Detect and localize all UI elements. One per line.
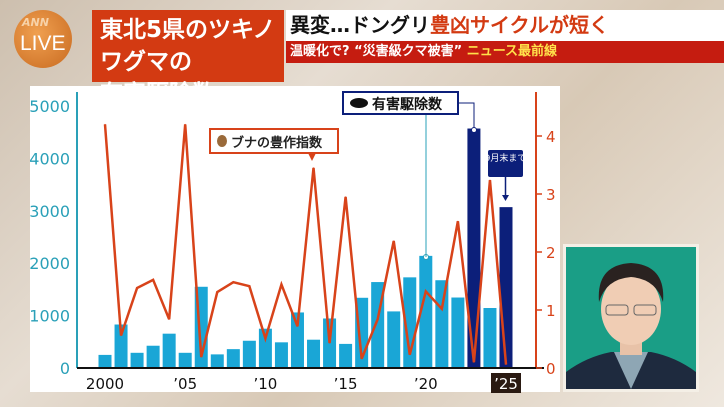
bar-2001 <box>114 324 128 368</box>
line-point-2016 <box>361 358 363 360</box>
line-point-2018 <box>393 240 395 242</box>
bar-2022 <box>451 297 465 368</box>
bar-2013 <box>307 339 321 368</box>
ann-live-logo: ANN LIVE <box>14 10 72 68</box>
legend-bar: 有害駆除数 <box>342 91 475 257</box>
logo-network: ANN <box>22 16 49 29</box>
bar-2010 <box>258 328 272 368</box>
line-point-2013 <box>313 167 315 169</box>
bar-2012 <box>290 312 304 368</box>
line-point-2014 <box>329 342 331 344</box>
line-point-2005 <box>184 123 186 125</box>
x-tick-highlight <box>491 373 521 393</box>
bear-icon <box>350 98 368 108</box>
subline-text: 温暖化で? “災害級クマ被害” <box>290 44 463 59</box>
bar-2007 <box>210 354 224 368</box>
legend-line-label: ブナの豊作指数 <box>231 135 323 151</box>
right-tick-label: 1 <box>546 302 556 320</box>
left-tick-label: 1000 <box>29 307 70 326</box>
line-series-buna <box>103 124 508 365</box>
line-point-2009 <box>248 285 250 287</box>
program-name: ニュース最前線 <box>466 44 558 59</box>
title-line1: 東北5県のツキノワグマの <box>100 17 276 75</box>
line-point-2023 <box>473 361 475 363</box>
line-point-2020 <box>425 290 427 292</box>
line-point-2019 <box>409 354 411 356</box>
line-point-2008 <box>232 281 234 283</box>
bar-2024 <box>483 308 497 368</box>
x-tick-label: ’05 <box>173 375 197 393</box>
x-tick-label: ’20 <box>414 375 438 393</box>
x-tick-label: ’10 <box>253 375 277 393</box>
line-point-2003 <box>152 279 154 281</box>
line-point-2002 <box>136 287 138 289</box>
annotation-sept: 9月末まで <box>485 150 527 201</box>
left-tick-label: 2000 <box>29 254 70 273</box>
bar-2009 <box>242 340 256 368</box>
bar-2020 <box>419 255 433 368</box>
x-tick-label: ’25 <box>494 375 518 393</box>
logo-live: LIVE <box>20 32 66 55</box>
bar-2000 <box>98 354 112 368</box>
legend-line: ブナの豊作指数 <box>209 128 339 161</box>
line-point-2001 <box>120 335 122 337</box>
legend-pointer-dot-2023 <box>471 127 477 133</box>
bar-2011 <box>274 342 288 368</box>
left-tick-label: 5000 <box>29 97 70 116</box>
commentator-figure <box>566 263 696 389</box>
subline: 温暖化で? “災害級クマ被害” ニュース最前線 <box>286 41 724 63</box>
line-point-2000 <box>104 123 106 125</box>
bar-2025 <box>499 207 513 368</box>
bar-2023 <box>467 128 481 368</box>
line-point-2004 <box>168 318 170 320</box>
x-tick-label: 2000 <box>86 375 124 393</box>
line-point-2007 <box>216 291 218 293</box>
line-point-2022 <box>457 220 459 222</box>
line-point-2025 <box>505 364 507 366</box>
left-tick-label: 4000 <box>29 149 70 168</box>
bar-2003 <box>146 345 160 368</box>
line-point-2021 <box>441 308 443 310</box>
left-tick-label: 3000 <box>29 202 70 221</box>
line-point-2006 <box>200 356 202 358</box>
x-tick-label: ’15 <box>334 375 358 393</box>
bar-2005 <box>178 352 192 368</box>
chart-title: 東北5県のツキノワグマの 有害駆除数 <box>92 10 284 107</box>
headline: 異変…ドングリ豊凶サイクルが短く <box>286 10 724 41</box>
line-point-2010 <box>264 337 266 339</box>
commentator-video <box>563 244 699 392</box>
line-point-2017 <box>377 318 379 320</box>
bar-2008 <box>226 349 240 368</box>
right-tick-label: 3 <box>546 186 556 204</box>
bar-2002 <box>130 352 144 368</box>
right-tick-label: 4 <box>546 128 556 146</box>
legend-bar-label: 有害駆除数 <box>372 96 443 113</box>
bar-2021 <box>435 280 449 368</box>
line-point-2015 <box>345 196 347 198</box>
right-tick-label: 0 <box>546 360 556 378</box>
headline-part2: 豊凶サイクルが短く <box>430 13 609 37</box>
line-point-2012 <box>296 325 298 327</box>
headline-part1: 異変…ドングリ <box>290 13 430 37</box>
left-tick-label: 0 <box>60 359 70 378</box>
bar-2018 <box>387 311 401 368</box>
bar-2004 <box>162 333 176 368</box>
annotation-text: 9月末まで <box>485 152 527 164</box>
bar-2015 <box>339 343 353 368</box>
right-tick-label: 2 <box>546 244 556 262</box>
line-point-2011 <box>280 283 282 285</box>
acorn-icon <box>217 135 227 147</box>
line-point-2024 <box>489 179 491 181</box>
